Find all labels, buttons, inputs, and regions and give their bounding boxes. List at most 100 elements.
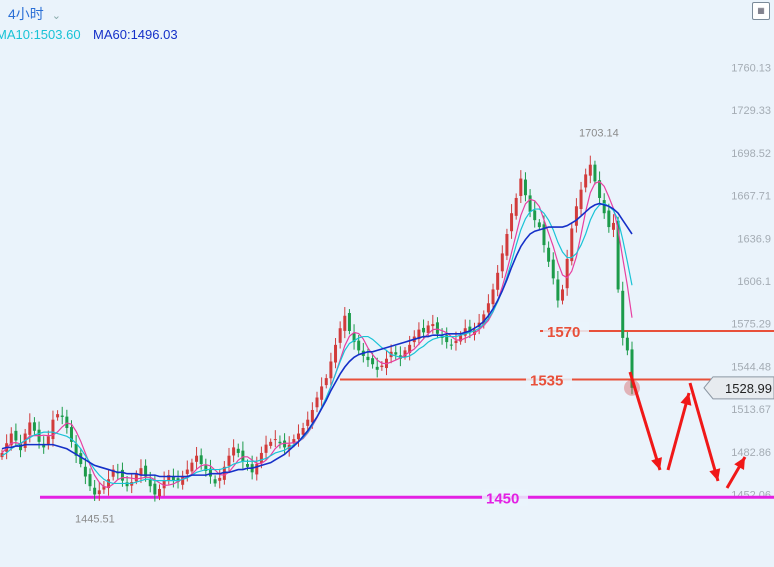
candle-body [556,279,560,301]
candle-body [454,340,458,344]
candle-body [357,340,361,351]
candle-body [375,366,379,370]
candle-body [505,234,509,256]
candle-body [482,314,486,326]
candle-body [195,455,199,462]
candle-body [158,488,161,497]
forecast-arrow [688,382,720,482]
candle-body [334,344,338,363]
high-annotation: 1703.14 [579,128,619,140]
candle-body [139,468,143,476]
candle-body [310,409,314,423]
timeframe-label: 4小时 [8,6,44,22]
level-label-1450: 1450 [486,490,519,507]
ma5-line [1,180,633,488]
y-tick-label: 1606.1 [737,276,771,288]
candle-body [14,430,18,441]
candle-body [79,453,83,465]
candle-body [417,329,421,340]
candle-body [435,322,439,334]
candle-body [537,222,541,228]
candle-body [107,479,111,489]
candle-body [338,328,342,343]
candle-body [426,325,430,333]
candle-body [218,477,222,481]
candle-body [241,450,245,462]
ma10-line [1,202,633,485]
candle-body [213,479,217,484]
ma60-legend: MA60:1496.03 [93,27,178,42]
candle-body [510,213,514,232]
y-tick-label: 1698.52 [731,148,771,160]
candle-body [542,224,546,246]
forecast-arrowhead [651,457,662,470]
low-annotation: 1445.51 [75,514,115,526]
candle-body [222,466,226,480]
candle-body [551,259,555,279]
candle-body [232,447,236,456]
candle-body [181,476,185,485]
candle-body [144,465,148,477]
candle-body [278,441,282,444]
candle-body [496,272,500,290]
candle-body [343,315,347,331]
candle-body [42,443,46,448]
candle-body [185,469,189,474]
forecast-arrow [628,371,662,471]
y-tick-label: 1482.86 [731,447,771,459]
candle-body [246,463,250,467]
candle-body [588,164,592,176]
candle-body [269,441,273,446]
candle-body [329,361,333,379]
candle-body [570,228,574,262]
candle-body [394,352,398,355]
candle-body [60,415,64,417]
candle-body [102,486,106,490]
candle-body [153,483,157,495]
candle-body [408,344,412,353]
candle-body [431,324,435,327]
candle-body [616,220,620,290]
candle-body [227,455,231,466]
price-marker [703,376,774,400]
level-label-bg [526,370,572,389]
candle-body [65,416,69,428]
candle-body [148,479,152,487]
candle-body [468,326,472,333]
candle-body [561,289,565,301]
candle-body [533,210,537,221]
y-tick-label: 1729.33 [731,105,771,117]
candle-body [292,439,296,444]
candle-body [366,356,370,361]
candle-body [162,480,166,489]
candle-body [56,414,60,418]
candle-body [32,422,36,431]
candle-body [621,290,625,338]
candle-body [625,337,629,351]
timeframe-selector[interactable]: 4小时 ⌄ [8,4,61,24]
candle-body [125,482,129,487]
candle-body [528,195,532,212]
candle-body [500,253,504,272]
candle-body [9,433,13,446]
calendar-icon[interactable]: ▦ [752,2,770,20]
candle-body [547,247,551,262]
candle-body [93,487,97,495]
candle-body [204,465,208,471]
candle-body [190,462,194,472]
y-tick-label: 1452.06 [731,489,771,501]
candle-body [199,455,203,465]
candle-body [255,464,259,475]
candle-body [88,474,92,487]
candle-body [301,428,305,435]
forecast-arrowhead [709,468,721,481]
candle-body [236,448,240,453]
candle-body [598,180,602,198]
candle-body [46,436,50,445]
candle-body [97,490,101,495]
candle-body [51,419,55,440]
ma10-legend: MA10:1503.60 [0,27,81,42]
forecast-arrowhead [734,457,745,470]
candle-body [320,386,324,400]
